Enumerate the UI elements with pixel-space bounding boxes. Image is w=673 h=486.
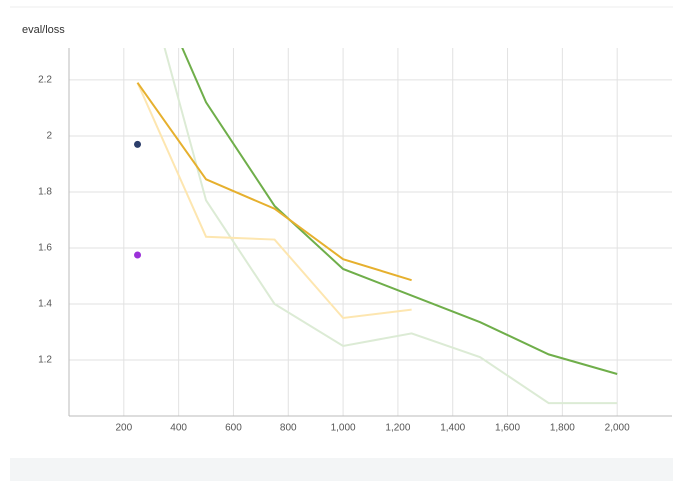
series-line [163,48,618,405]
x-tick-label: 1,000 [331,423,356,434]
y-tick-label: 1.2 [38,355,52,366]
x-tick-label: 400 [170,423,187,434]
footer-bar [10,458,673,481]
y-tick-label: 2.2 [38,75,52,86]
y-tick-label: 1.6 [38,243,52,254]
grid [69,48,672,416]
x-tick-label: 600 [225,423,242,434]
data-point [134,140,142,148]
y-tick-label: 1.4 [38,299,52,310]
x-tick-label: 1,400 [440,423,465,434]
x-tick-label: 800 [280,423,297,434]
chart-title: eval/loss [22,24,65,36]
y-tick-label: 1.8 [38,187,52,198]
plot-area [134,48,618,405]
y-tick-label: 2 [46,131,52,142]
series-line [136,82,412,320]
x-tick-label: 2,000 [605,423,630,434]
x-tick-label: 1,600 [495,423,520,434]
series-line [181,48,618,375]
x-tick-label: 200 [115,423,132,434]
x-tick-label: 1,800 [550,423,575,434]
data-point [134,251,142,259]
x-tick-label: 1,200 [385,423,410,434]
series-line [136,82,412,282]
